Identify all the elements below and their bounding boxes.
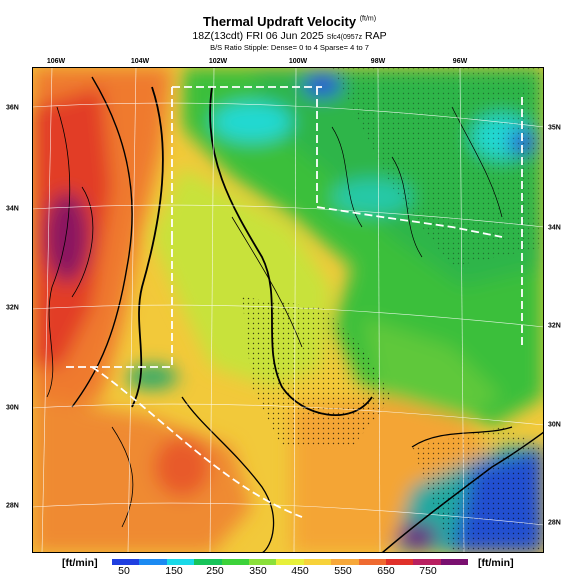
colorbar-unit-right: [ft/min] xyxy=(478,557,514,569)
colorbar-swatch xyxy=(413,559,441,565)
colorbar-tick-label: 550 xyxy=(334,565,352,577)
colorbar-swatch xyxy=(303,559,332,565)
map-panel xyxy=(32,67,544,553)
lat-label-left: 32N xyxy=(6,304,19,312)
lat-label-left: 28N xyxy=(6,502,19,510)
map-graphic xyxy=(32,67,544,553)
colorbar-swatch xyxy=(166,559,195,565)
title-unit: (ft/m) xyxy=(359,15,377,23)
coastline xyxy=(381,431,544,553)
lat-label-left: 34N xyxy=(6,205,19,213)
colorbar-swatch xyxy=(112,559,140,565)
lon-label: 102W xyxy=(208,58,228,65)
chart-title: Thermal Updraft Velocity (ft/m) xyxy=(0,14,579,29)
valid-time: 18Z(13cdt) FRI 06 Jun 2025 xyxy=(192,30,324,42)
colorbar-tick-label: 350 xyxy=(249,565,267,577)
lon-label: 106W xyxy=(46,58,66,65)
colorbar xyxy=(112,559,469,565)
lon-label: 100W xyxy=(288,58,308,65)
sfc-init: Sfc4(0957z xyxy=(326,34,363,41)
lat-label-right: 35N xyxy=(548,124,561,132)
colorbar-unit-left: [ft/min] xyxy=(62,557,98,569)
colorbar-tick-label: 450 xyxy=(291,565,309,577)
colorbar-tick-label: 250 xyxy=(206,565,224,577)
lon-label: 96W xyxy=(452,58,468,65)
colorbar-swatch xyxy=(194,559,222,565)
colorbar-swatch xyxy=(139,559,167,565)
lat-label-right: 34N xyxy=(548,224,561,232)
lat-label-left: 30N xyxy=(6,404,19,412)
lat-label-right: 32N xyxy=(548,322,561,330)
map-frame xyxy=(32,67,544,553)
stipple-sparse xyxy=(332,67,544,267)
colorbar-tick-label: 750 xyxy=(419,565,437,577)
colorbar-swatch xyxy=(248,559,277,565)
lon-label: 98W xyxy=(370,58,386,65)
model-name: RAP xyxy=(365,30,387,42)
colorbar-swatch xyxy=(358,559,386,565)
colorbar-tick-label: 150 xyxy=(165,565,183,577)
lat-label-right: 28N xyxy=(548,519,561,527)
colorbar-tick-label: 650 xyxy=(377,565,395,577)
lat-label-right: 30N xyxy=(548,421,561,429)
chart-subtitle: 18Z(13cdt) FRI 06 Jun 2025 Sfc4(0957z RA… xyxy=(0,30,579,42)
colorbar-tick-label: 50 xyxy=(118,565,130,577)
stipple-note: B/S Ratio Stipple: Dense= 0 to 4 Sparse=… xyxy=(210,43,369,52)
graticule xyxy=(32,67,544,553)
colorbar-swatch xyxy=(276,559,304,565)
title-text: Thermal Updraft Velocity xyxy=(202,14,357,29)
lat-label-left: 36N xyxy=(6,104,19,112)
colorbar-swatch xyxy=(385,559,414,565)
colorbar-ticks: 50 150 250 350 450 550 650 750 xyxy=(112,565,468,579)
colorbar-swatch xyxy=(440,559,469,565)
colorbar-swatch xyxy=(221,559,249,565)
state-borders xyxy=(62,86,523,518)
colorbar-swatch xyxy=(331,559,359,565)
lon-label: 104W xyxy=(130,58,150,65)
